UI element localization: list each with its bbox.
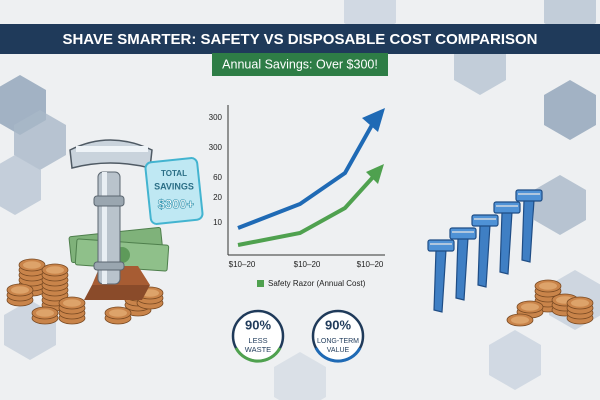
title-bar — [0, 24, 600, 54]
savings-banner — [212, 53, 388, 76]
hexagon — [489, 330, 541, 390]
coin-top — [23, 261, 41, 269]
razor — [427, 239, 455, 313]
razor — [449, 227, 477, 301]
razor-head — [515, 189, 543, 202]
banner-text: Annual Savings: Over $300! — [222, 57, 378, 71]
calculator: TOTAL SAVINGS $300+ — [144, 157, 204, 225]
coin-top — [11, 286, 29, 294]
calculator-amount: $300+ — [158, 196, 195, 211]
calculator-line: SAVINGS — [154, 181, 194, 191]
coin-top — [109, 309, 127, 317]
y-tick-label: 10 — [213, 218, 222, 227]
badge: 90% LESS WASTE — [231, 309, 285, 363]
y-tick-label: 300 — [209, 113, 223, 122]
legend-label: Safety Razor (Annual Cost) — [268, 279, 366, 288]
razor — [493, 201, 521, 275]
razor — [471, 214, 499, 288]
safety-razor — [69, 139, 153, 300]
razor-head — [449, 227, 477, 240]
x-tick-label: $10–20 — [229, 260, 256, 269]
coin-top — [571, 299, 589, 307]
coin-top — [63, 299, 81, 307]
badge-line: WASTE — [245, 345, 271, 354]
hexagon — [14, 110, 66, 170]
hexagon — [0, 155, 41, 215]
chart: 300 300 60 20 10 $10–20 $10–20 $10–20 Sa… — [209, 105, 385, 288]
coin-top — [46, 266, 64, 274]
hexagon — [544, 80, 596, 140]
arrow-head — [366, 164, 384, 184]
badge: 90% LONG-TERM VALUE — [311, 309, 365, 363]
calculator-line: TOTAL — [161, 169, 187, 178]
coin-stacks — [6, 258, 164, 325]
safety-line — [237, 174, 376, 247]
badge-line: VALUE — [327, 347, 350, 354]
razor-head — [471, 214, 499, 227]
x-tick-label: $10–20 — [357, 260, 384, 269]
y-tick-label: 20 — [213, 193, 222, 202]
razor-head — [493, 201, 521, 214]
badge-line: LESS — [248, 336, 267, 345]
coin-stacks — [506, 279, 594, 327]
x-tick-label: $10–20 — [294, 260, 321, 269]
disposable-razors — [427, 189, 543, 313]
coin-top — [511, 316, 529, 324]
badge-value: 90% — [245, 317, 271, 332]
legend-swatch — [257, 280, 264, 287]
badge-value: 90% — [325, 317, 351, 332]
disposable-line — [237, 124, 374, 230]
arrow-head — [362, 108, 385, 132]
y-tick-label: 300 — [209, 143, 223, 152]
coin-top — [521, 303, 539, 311]
razor — [515, 189, 543, 263]
title: SHAVE SMARTER: SAFETY VS DISPOSABLE COST… — [62, 31, 537, 48]
hexagon — [534, 175, 586, 235]
hexagon — [274, 352, 326, 400]
y-tick-label: 60 — [213, 173, 222, 182]
coin-top — [36, 309, 54, 317]
razor-head — [427, 239, 455, 252]
badge-line: LONG-TERM — [317, 338, 359, 345]
coin-top — [539, 282, 557, 290]
